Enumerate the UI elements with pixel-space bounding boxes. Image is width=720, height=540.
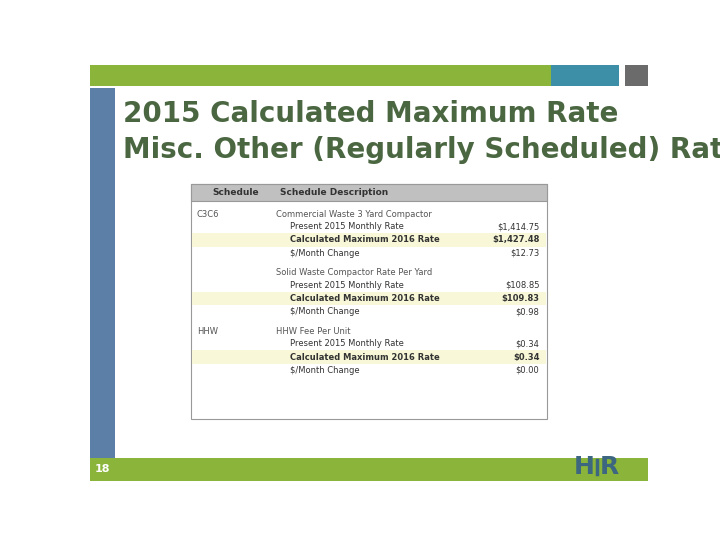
Bar bbox=[90, 65, 551, 86]
Text: $/Month Change: $/Month Change bbox=[290, 248, 359, 258]
Bar bbox=[551, 65, 619, 86]
Text: $0.34: $0.34 bbox=[516, 340, 539, 348]
Text: $0.00: $0.00 bbox=[516, 366, 539, 375]
Text: HHW Fee Per Unit: HHW Fee Per Unit bbox=[276, 327, 351, 336]
Bar bbox=[90, 88, 114, 459]
Text: Calculated Maximum 2016 Rate: Calculated Maximum 2016 Rate bbox=[290, 353, 440, 361]
Text: $0.34: $0.34 bbox=[513, 353, 539, 361]
Bar bbox=[625, 65, 648, 86]
Text: $109.83: $109.83 bbox=[502, 294, 539, 303]
Text: Present 2015 Monthly Rate: Present 2015 Monthly Rate bbox=[290, 281, 404, 290]
Text: R: R bbox=[600, 455, 619, 479]
Bar bbox=[192, 233, 546, 247]
Text: Present 2015 Monthly Rate: Present 2015 Monthly Rate bbox=[290, 222, 404, 231]
Text: HHW: HHW bbox=[197, 327, 218, 336]
Text: Schedule: Schedule bbox=[212, 188, 259, 197]
Bar bbox=[191, 184, 547, 419]
Text: Solid Waste Compactor Rate Per Yard: Solid Waste Compactor Rate Per Yard bbox=[276, 268, 432, 277]
Text: $/Month Change: $/Month Change bbox=[290, 307, 359, 316]
Text: C3C6: C3C6 bbox=[197, 210, 220, 219]
Text: 18: 18 bbox=[94, 464, 110, 474]
Text: $108.85: $108.85 bbox=[505, 281, 539, 290]
Text: H: H bbox=[574, 455, 595, 479]
Bar bbox=[191, 184, 547, 201]
Text: $1,414.75: $1,414.75 bbox=[498, 222, 539, 231]
Text: Present 2015 Monthly Rate: Present 2015 Monthly Rate bbox=[290, 340, 404, 348]
Text: Schedule Description: Schedule Description bbox=[280, 188, 388, 197]
Text: Commercial Waste 3 Yard Compactor: Commercial Waste 3 Yard Compactor bbox=[276, 210, 432, 219]
Text: 2015 Calculated Maximum Rate: 2015 Calculated Maximum Rate bbox=[122, 100, 618, 128]
Text: $0.98: $0.98 bbox=[516, 307, 539, 316]
Text: $/Month Change: $/Month Change bbox=[290, 366, 359, 375]
Text: Calculated Maximum 2016 Rate: Calculated Maximum 2016 Rate bbox=[290, 294, 440, 303]
Text: Misc. Other (Regularly Scheduled) Rates: Misc. Other (Regularly Scheduled) Rates bbox=[122, 136, 720, 164]
Text: Calculated Maximum 2016 Rate: Calculated Maximum 2016 Rate bbox=[290, 235, 440, 245]
Text: $1,427.48: $1,427.48 bbox=[492, 235, 539, 245]
Text: $12.73: $12.73 bbox=[510, 248, 539, 258]
Bar bbox=[192, 350, 546, 363]
Bar bbox=[192, 292, 546, 305]
Bar bbox=[90, 457, 648, 481]
